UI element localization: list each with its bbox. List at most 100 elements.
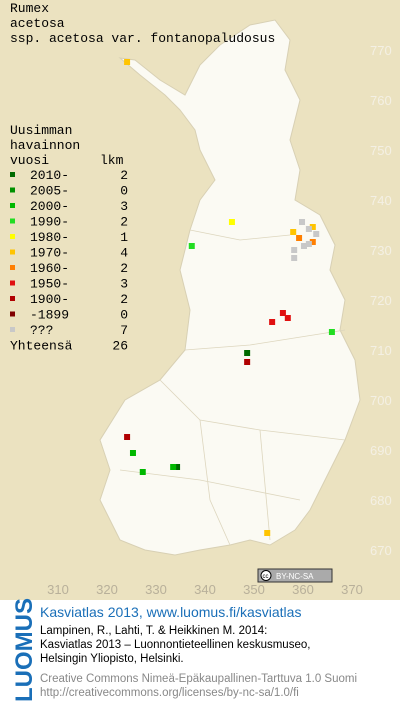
legend-swatch [10,280,15,286]
y-tick-label: 740 [370,193,392,208]
occurrence-square [124,59,131,65]
legend-label: 1900- [30,292,69,307]
legend-swatch [10,249,15,255]
legend-label: 1950- [30,277,69,292]
occurrence-square [284,315,291,321]
legend: Uusimman havainnon vuosi lkm 2010- 2 2005-… [10,123,128,354]
y-tick-label: 730 [370,243,392,258]
legend-label: 2010- [30,168,69,183]
y-tick-label: 710 [370,343,392,358]
legend-label: 2005- [30,184,69,199]
legend-count: 3 [120,199,128,214]
title: Rumex [10,1,49,16]
occurrence-square [300,243,307,249]
legend-count: 0 [120,308,128,323]
occurrence-square [309,239,316,245]
occurrence-square [296,235,303,241]
legend-heading: Uusimman [10,123,72,138]
legend-count: 2 [120,215,128,230]
y-tick-label: 690 [370,443,392,458]
x-tick-label: 350 [243,582,265,597]
occurrence-square [305,241,312,247]
occurrence-square [244,359,251,365]
legend-label: 1980- [30,230,69,245]
occurrence-square [188,243,195,249]
license: Creative Commons Nimeä-Epäkaupallinen-Ta… [40,673,357,685]
legend-swatch [10,187,15,193]
occurrence-square [174,464,181,470]
badge: BY-NC-SA [276,572,314,581]
legend-label: -1899 [30,308,69,323]
citation: Helsingin Yliopisto, Helsinki. [40,653,184,665]
legend-count: 4 [120,246,128,261]
legend-swatch [10,203,15,208]
legend-count: 3 [120,277,128,292]
legend-label: 2000- [30,199,69,214]
y-tick-label: 760 [370,93,392,108]
legend-label: ??? [30,323,53,338]
occurrence-square [264,530,271,536]
legend-heading: havainnon [10,138,80,153]
legend-swatch [10,218,15,224]
occurrence-square [290,229,297,235]
legend-label: 1970- [30,246,69,261]
occurrence-square [269,319,276,325]
y-tick-label: 700 [370,393,392,408]
license: http://creativecommons.org/licenses/by-n… [40,687,299,699]
occurrence-square [124,434,131,440]
occurrence-square [305,226,312,232]
citation: Kasviatlas 2013 – Luonnontieteellinen ke… [40,639,310,651]
x-tick-label: 310 [47,582,69,597]
occurrence-square [228,219,235,225]
occurrence-square [313,231,320,237]
occurrence-square [170,464,177,470]
headline: Kasviatlas 2013, www.luomus.fi/kasviatla… [40,604,301,620]
occurrence-square [129,450,136,456]
x-tick-label: 340 [194,582,216,597]
citation: Lampinen, R., Lahti, T. & Heikkinen M. 2… [40,625,267,637]
occurrence-square [299,219,306,225]
legend-swatch [10,172,15,177]
legend-label: 1990- [30,215,69,230]
legend-count: 2 [120,292,128,307]
x-tick-label: 370 [341,582,363,597]
legend-swatch [10,265,15,270]
legend-swatch [10,311,15,317]
total-label: Yhteensä [10,339,73,354]
x-tick-label: 320 [96,582,118,597]
occurrence-square [279,310,286,316]
y-tick-label: 770 [370,43,392,58]
legend-label: 1960- [30,261,69,276]
legend-swatch [10,327,15,332]
occurrence-square [291,255,298,261]
y-tick-label: 720 [370,293,392,308]
total-count: 26 [112,339,128,354]
occurrence-square [244,350,251,356]
title: ssp. acetosa var. fontanopaludosus [10,31,275,46]
occurrence-square [328,329,335,335]
cc-icon: cc [263,574,269,580]
x-tick-label: 330 [145,582,167,597]
legend-heading: vuosi [10,153,49,168]
y-tick-label: 680 [370,493,392,508]
x-tick-label: 360 [292,582,314,597]
y-tick-label: 670 [370,543,392,558]
occurrence-square [309,224,316,230]
title: acetosa [10,16,65,31]
legend-count: 7 [120,323,128,338]
legend-count: 2 [120,168,128,183]
y-tick-label: 750 [370,143,392,158]
legend-heading: lkm [100,153,124,168]
region-borders [119,229,346,546]
legend-count: 2 [120,261,128,276]
legend-count: 1 [120,230,128,245]
occurrence-square [291,247,298,253]
finland-outline [99,19,361,556]
legend-count: 0 [120,184,128,199]
legend-swatch [10,234,15,239]
cc-badge: cc BY-NC-SA [257,568,333,583]
legend-swatch [10,296,15,301]
logo: LUOMUS [11,598,38,702]
occurrence-square [139,469,146,475]
